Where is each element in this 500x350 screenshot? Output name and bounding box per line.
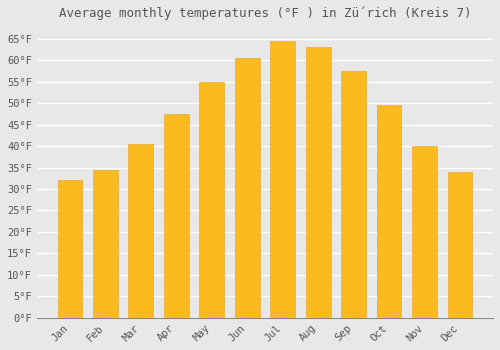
Bar bbox=[93, 170, 118, 318]
Bar bbox=[448, 172, 472, 318]
Bar bbox=[128, 144, 154, 318]
Bar bbox=[235, 58, 260, 318]
Bar bbox=[200, 82, 224, 318]
Bar bbox=[306, 47, 330, 318]
Bar bbox=[412, 146, 437, 318]
Title: Average monthly temperatures (°F ) in Zǘrich (Kreis 7): Average monthly temperatures (°F ) in Zü… bbox=[58, 7, 471, 20]
Bar bbox=[341, 71, 366, 318]
Bar bbox=[58, 180, 82, 318]
Bar bbox=[164, 114, 188, 318]
Bar bbox=[270, 41, 295, 318]
Bar bbox=[376, 105, 402, 318]
